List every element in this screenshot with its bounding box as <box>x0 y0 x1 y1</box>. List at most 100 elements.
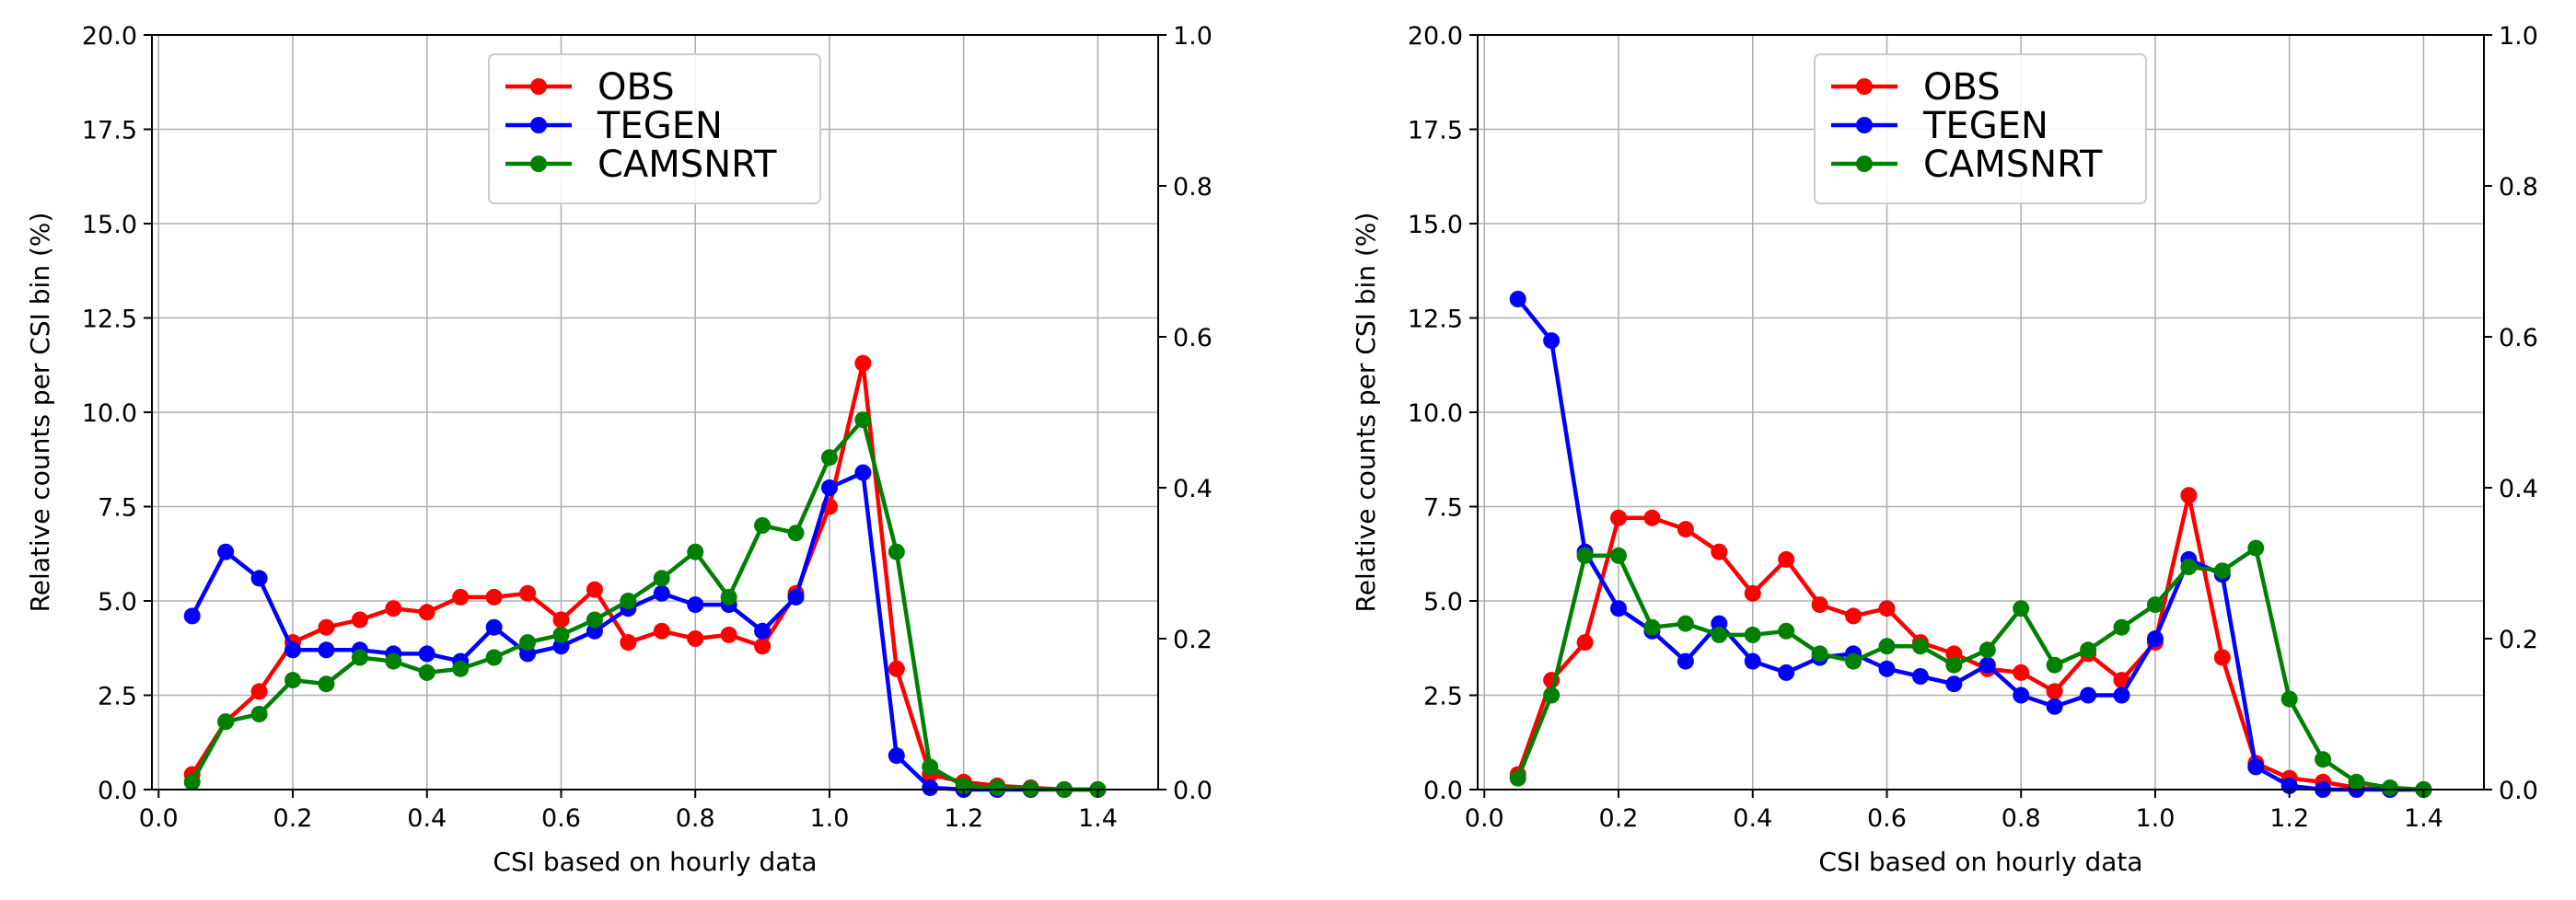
data-point <box>1845 652 1862 670</box>
data-point <box>2080 641 2097 659</box>
data-point <box>1677 615 1694 632</box>
x-tick-label: 0.0 <box>139 804 179 833</box>
data-point <box>687 543 704 560</box>
x-tick-label: 0.6 <box>541 804 581 833</box>
y-tick-label: 20.0 <box>82 22 137 51</box>
series-obs <box>1509 487 2432 798</box>
y-tick-label: 15.0 <box>1408 211 1463 239</box>
legend-label: TEGEN <box>597 105 723 147</box>
chart-panel-1: 0.0 0.2 0.4 0.6 0.8 1.0 1.2 1.4 0.0 2.5 5.0 7.5 10.0… <box>25 22 1213 877</box>
data-point <box>1643 509 1661 526</box>
legend-marker <box>530 78 547 95</box>
data-point <box>552 611 570 629</box>
data-point <box>922 758 939 776</box>
data-point <box>2180 559 2198 576</box>
data-point <box>1643 618 1661 636</box>
data-point <box>586 581 603 598</box>
data-point <box>1543 687 1561 704</box>
data-point <box>1778 663 1795 681</box>
x-tick-label: 1.4 <box>2404 804 2443 833</box>
data-point <box>217 713 235 731</box>
x-tick-label: 0.8 <box>676 804 715 833</box>
x-tick-label: 0.0 <box>1465 804 1504 833</box>
data-point <box>754 638 772 655</box>
series-obs <box>183 354 1107 798</box>
data-point <box>653 584 670 602</box>
data-point <box>586 622 603 640</box>
data-point <box>1945 675 1963 693</box>
legend-label: TEGEN <box>1922 105 2048 147</box>
data-point <box>1610 547 1628 564</box>
data-point <box>284 672 302 689</box>
data-point <box>385 652 402 670</box>
data-point <box>1778 550 1795 568</box>
y2-tick-label: 0.0 <box>1173 777 1213 805</box>
chart-panel-2: 0.0 0.2 0.4 0.6 0.8 1.0 1.2 1.4 0.0 2.5 5.0 7.5 10.0… <box>1351 22 2538 877</box>
data-point <box>2113 618 2130 636</box>
legend-marker <box>1856 78 1873 95</box>
data-point <box>318 675 335 693</box>
data-point <box>720 626 737 643</box>
x-tick-label: 1.4 <box>1078 804 1118 833</box>
data-point <box>2013 687 2030 704</box>
data-point <box>1811 645 1828 663</box>
series-line <box>190 470 1098 792</box>
data-point <box>620 634 637 652</box>
series-line <box>1515 546 2424 792</box>
series-camsnrt <box>1509 539 2432 798</box>
y-tick-label: 7.5 <box>98 494 137 523</box>
x-axis-label: CSI based on hourly data <box>493 847 817 877</box>
legend-label: CAMSNRT <box>598 144 777 186</box>
x-tick-label: 0.4 <box>1733 804 1772 833</box>
data-point <box>2146 630 2164 647</box>
legend-box <box>1814 53 2147 204</box>
data-point <box>418 645 435 663</box>
data-point <box>485 588 503 606</box>
y-tick-label: 10.0 <box>1408 399 1463 428</box>
data-point <box>754 517 772 534</box>
data-point <box>620 593 637 609</box>
data-point <box>1978 641 1996 659</box>
data-point <box>2046 698 2063 715</box>
data-point <box>922 779 939 796</box>
data-point <box>452 660 470 677</box>
data-point <box>217 543 235 560</box>
data-point <box>1677 652 1694 670</box>
data-point <box>2013 600 2030 617</box>
y2-tick-label: 0.4 <box>1173 475 1213 503</box>
data-point <box>1945 656 1963 674</box>
x-tick-label: 0.2 <box>1599 804 1639 833</box>
data-point <box>485 618 503 636</box>
data-point <box>989 779 1006 796</box>
data-point <box>1845 607 1862 625</box>
data-point <box>854 354 872 372</box>
data-point <box>1543 332 1561 350</box>
data-point <box>653 570 670 587</box>
y-tick-label: 5.0 <box>98 588 137 617</box>
data-point <box>2046 656 2063 674</box>
data-point <box>385 600 402 617</box>
y-tick-label: 20.0 <box>1408 22 1463 51</box>
data-point <box>2381 779 2398 796</box>
data-point <box>2113 687 2130 704</box>
y2-tick-label: 0.6 <box>1173 324 1213 352</box>
x-tick-label: 0.2 <box>273 804 313 833</box>
data-point <box>1878 638 1896 655</box>
y-tick-label: 0.0 <box>1423 777 1463 805</box>
legend-marker <box>1856 117 1873 133</box>
y-tick-label: 2.5 <box>98 683 137 711</box>
data-point <box>1576 634 1594 652</box>
y2-tick-label: 0.8 <box>2499 173 2538 202</box>
series-camsnrt <box>183 411 1107 798</box>
y2-tick-label: 1.0 <box>2499 22 2538 51</box>
data-point <box>720 588 737 606</box>
y-tick-label: 12.5 <box>1408 306 1463 334</box>
data-point <box>2080 687 2097 704</box>
y-tick-label: 17.5 <box>1408 117 1463 145</box>
x-tick-label: 1.0 <box>809 804 849 833</box>
y-axis-label: Relative counts per CSI bin (%) <box>1351 213 1381 613</box>
data-point <box>820 479 838 496</box>
